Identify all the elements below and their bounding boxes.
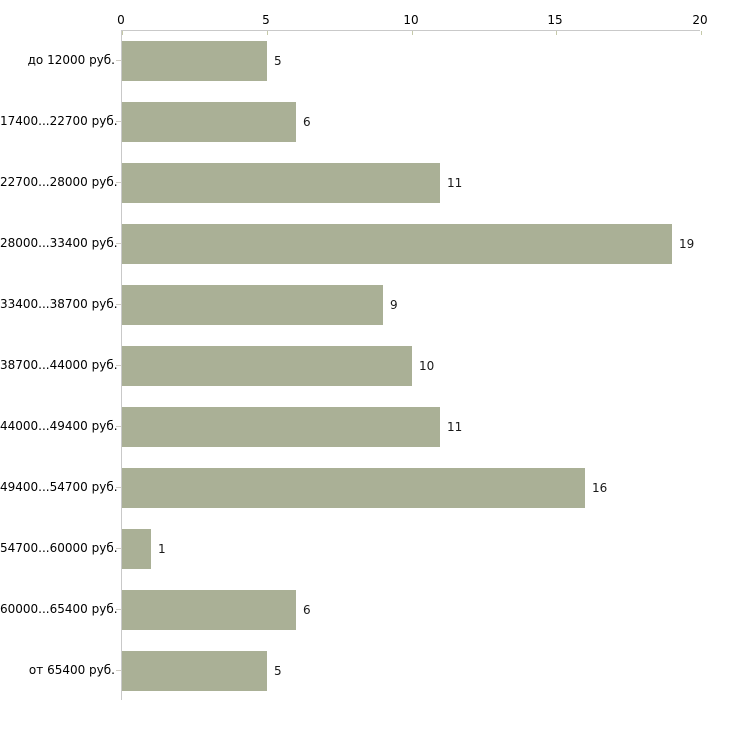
value-label: 5: [274, 54, 282, 68]
x-axis-tick-label: 10: [403, 13, 419, 27]
category-label: от 65400 руб.: [28, 663, 115, 677]
category-label: 44000...49400 руб.: [0, 419, 118, 433]
x-axis-tick-label: 20: [692, 13, 708, 27]
category-axis-tick: [116, 60, 121, 61]
category-label: до 12000 руб.: [27, 53, 115, 67]
x-axis-tick: [701, 31, 702, 35]
value-label: 5: [274, 664, 282, 678]
category-axis-tick: [116, 121, 121, 122]
category-label: 49400...54700 руб.: [0, 480, 118, 494]
category-axis-tick: [116, 487, 121, 488]
category-axis-tick: [116, 304, 121, 305]
value-label: 10: [419, 359, 435, 373]
category-axis-tick: [116, 670, 121, 671]
x-axis-tick: [122, 31, 123, 35]
plot-area: 5 6 11 19 9 10 11 16 1 6 5: [121, 30, 702, 700]
category-axis-tick: [116, 182, 121, 183]
value-label: 19: [679, 237, 695, 251]
bar: [122, 468, 585, 508]
category-label: 28000...33400 руб.: [0, 236, 118, 250]
value-label: 11: [447, 420, 463, 434]
value-label: 11: [447, 176, 463, 190]
bar: [122, 590, 296, 630]
bar: [122, 529, 151, 569]
x-axis-tick-label: 0: [117, 13, 125, 27]
category-label: 33400...38700 руб.: [0, 297, 118, 311]
bar: [122, 224, 672, 264]
bar: [122, 651, 267, 691]
category-axis-tick: [116, 243, 121, 244]
category-axis-tick: [116, 609, 121, 610]
value-label: 1: [158, 542, 166, 556]
x-axis-tick: [412, 31, 413, 35]
value-label: 6: [303, 115, 311, 129]
x-axis-tick: [267, 31, 268, 35]
x-axis-tick: [556, 31, 557, 35]
category-label: 22700...28000 руб.: [0, 175, 118, 189]
bar: [122, 285, 383, 325]
bar: [122, 407, 440, 447]
bar: [122, 102, 296, 142]
value-label: 6: [303, 603, 311, 617]
x-axis-tick-label: 15: [547, 13, 563, 27]
bar: [122, 41, 267, 81]
category-label: 17400...22700 руб.: [0, 114, 118, 128]
bar: [122, 346, 412, 386]
category-axis-tick: [116, 426, 121, 427]
x-axis-tick-label: 5: [262, 13, 270, 27]
category-label: 60000...65400 руб.: [0, 602, 118, 616]
value-label: 9: [390, 298, 398, 312]
bar: [122, 163, 440, 203]
category-axis-tick: [116, 365, 121, 366]
category-axis-tick: [116, 548, 121, 549]
category-label: 54700...60000 руб.: [0, 541, 118, 555]
value-label: 16: [592, 481, 608, 495]
category-label: 38700...44000 руб.: [0, 358, 118, 372]
